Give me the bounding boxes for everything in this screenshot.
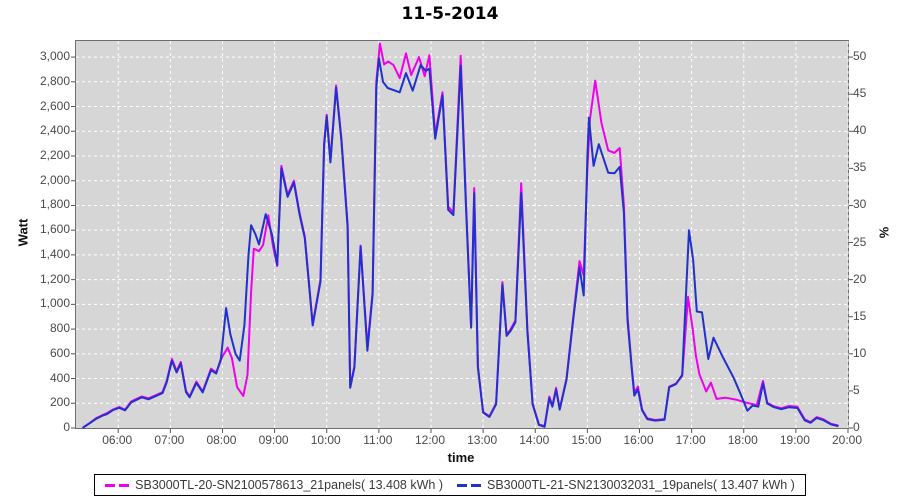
chart-canvas [71,41,853,433]
bottom-tick-label: 17:00 [675,433,706,447]
legend-label-0: SB3000TL-20-SN2100578613_21panels( 13.40… [135,478,443,492]
bottom-axis-title: time [447,450,475,465]
right-tick-label: 15 [853,308,867,323]
bottom-tick-label: 09:00 [258,433,289,447]
right-tick-label: 40 [853,123,867,138]
bottom-tick-label: 07:00 [154,433,185,447]
legend: SB3000TL-20-SN2100578613_21panels( 13.40… [94,474,806,496]
right-tick-label: 35 [853,160,867,175]
left-tick-label: 800 [49,321,70,336]
left-tick-label: 2,600 [39,98,70,113]
bottom-tick-label: 20:00 [831,433,863,447]
legend-container: SB3000TL-20-SN2100578613_21panels( 13.40… [0,474,900,496]
legend-entry-1: SB3000TL-21-SN2130032031_19panels( 13.40… [457,478,795,492]
left-tick-label: 200 [49,395,70,410]
bottom-tick-label: 19:00 [779,433,810,447]
left-tick-label: 2,000 [39,172,70,187]
left-tick-label: 1,000 [39,296,70,311]
left-tick-label: 0 [63,420,70,434]
right-tick-label: 30 [853,197,867,212]
right-tick-label: 10 [853,345,867,360]
right-tick-label: 0 [853,420,860,434]
left-tick-label: 2,800 [39,73,70,88]
legend-entry-0: SB3000TL-20-SN2100578613_21panels( 13.40… [105,478,443,492]
left-tick-label: 3,000 [39,49,70,64]
left-tick-label: 1,400 [39,246,70,261]
chart-title: 11-5-2014 [401,4,499,24]
bottom-tick-label: 10:00 [310,433,341,447]
bottom-tick-label: 14:00 [519,433,550,447]
legend-swatch-0 [105,483,132,487]
left-tick-label: 1,600 [39,222,70,237]
legend-label-1: SB3000TL-21-SN2130032031_19panels( 13.40… [487,478,795,492]
bottom-tick-label: 08:00 [206,433,237,447]
plot-area[interactable] [71,40,853,433]
bottom-tick-label: 06:00 [102,433,133,447]
bottom-tick-label: 15:00 [571,433,602,447]
right-tick-label: 20 [853,271,867,286]
left-tick-label: 1,200 [39,271,70,286]
right-tick-label: 25 [853,234,867,249]
left-tick-label: 400 [49,370,70,385]
left-tick-label: 1,800 [39,197,70,212]
series-line-1 [82,57,839,429]
bottom-tick-label: 18:00 [727,433,758,447]
left-tick-label: 600 [49,345,70,360]
bottom-tick-label: 13:00 [467,433,498,447]
right-tick-label: 5 [853,382,860,397]
series-line-0 [82,42,839,429]
bottom-tick-label: 11:00 [363,433,393,447]
left-tick-label: 2,400 [39,123,70,138]
bottom-tick-label: 12:00 [414,433,445,447]
right-tick-label: 50 [853,49,867,64]
bottom-tick-label: 16:00 [623,433,654,447]
legend-swatch-1 [457,483,483,487]
right-tick-label: 45 [853,86,867,101]
left-tick-label: 2,200 [39,147,70,162]
